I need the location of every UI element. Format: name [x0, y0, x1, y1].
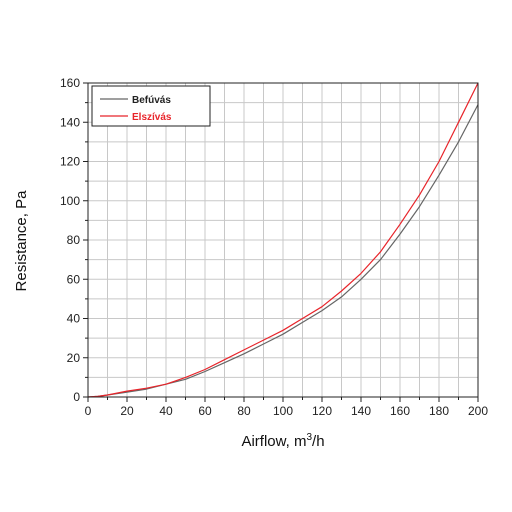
x-tick-label: 40: [159, 404, 173, 418]
x-tick-label: 140: [351, 404, 371, 418]
y-tick-label: 100: [60, 194, 80, 208]
ticks: [83, 82, 479, 402]
x-tick-label: 160: [390, 404, 410, 418]
x-tick-labels: 0 20 40 60 80 100 120 140 160 180 200: [85, 404, 489, 418]
legend-label-befuvas: Befúvás: [132, 95, 171, 106]
x-tick-label: 100: [273, 404, 293, 418]
y-tick-label: 60: [67, 272, 81, 286]
grid: [87, 82, 479, 398]
x-axis-title-tail: /h: [312, 433, 325, 450]
legend: Befúvás Elszívás: [91, 85, 211, 127]
legend-box: [91, 85, 211, 127]
x-tick-label: 200: [468, 404, 488, 418]
plot-frame: [87, 82, 479, 398]
x-axis-title-superscript: 3: [306, 432, 312, 443]
y-tick-label: 80: [67, 233, 81, 247]
y-tick-labels: 0 20 40 60 80 100 120 140 160: [60, 76, 80, 404]
series-line-befuvas: [87, 104, 479, 398]
y-tick-label: 160: [60, 76, 80, 90]
x-tick-label: 120: [312, 404, 332, 418]
x-tick-label: 60: [198, 404, 212, 418]
y-tick-label: 0: [73, 390, 80, 404]
y-axis-title: Resistance, Pa: [13, 190, 30, 292]
y-tick-label: 20: [67, 351, 81, 365]
y-tick-label: 140: [60, 115, 80, 129]
x-axis-title-main: Airflow, m: [241, 433, 306, 450]
legend-label-elszivas: Elszívás: [132, 112, 172, 123]
x-tick-label: 80: [237, 404, 251, 418]
series-line-elszivas: [87, 82, 479, 398]
x-axis-title: Airflow, m3/h: [241, 432, 324, 450]
x-tick-label: 20: [120, 404, 134, 418]
series-layer: [87, 82, 479, 398]
y-tick-label: 40: [67, 312, 81, 326]
x-tick-label: 0: [85, 404, 92, 418]
y-tick-label: 120: [60, 155, 80, 169]
x-tick-label: 180: [429, 404, 449, 418]
